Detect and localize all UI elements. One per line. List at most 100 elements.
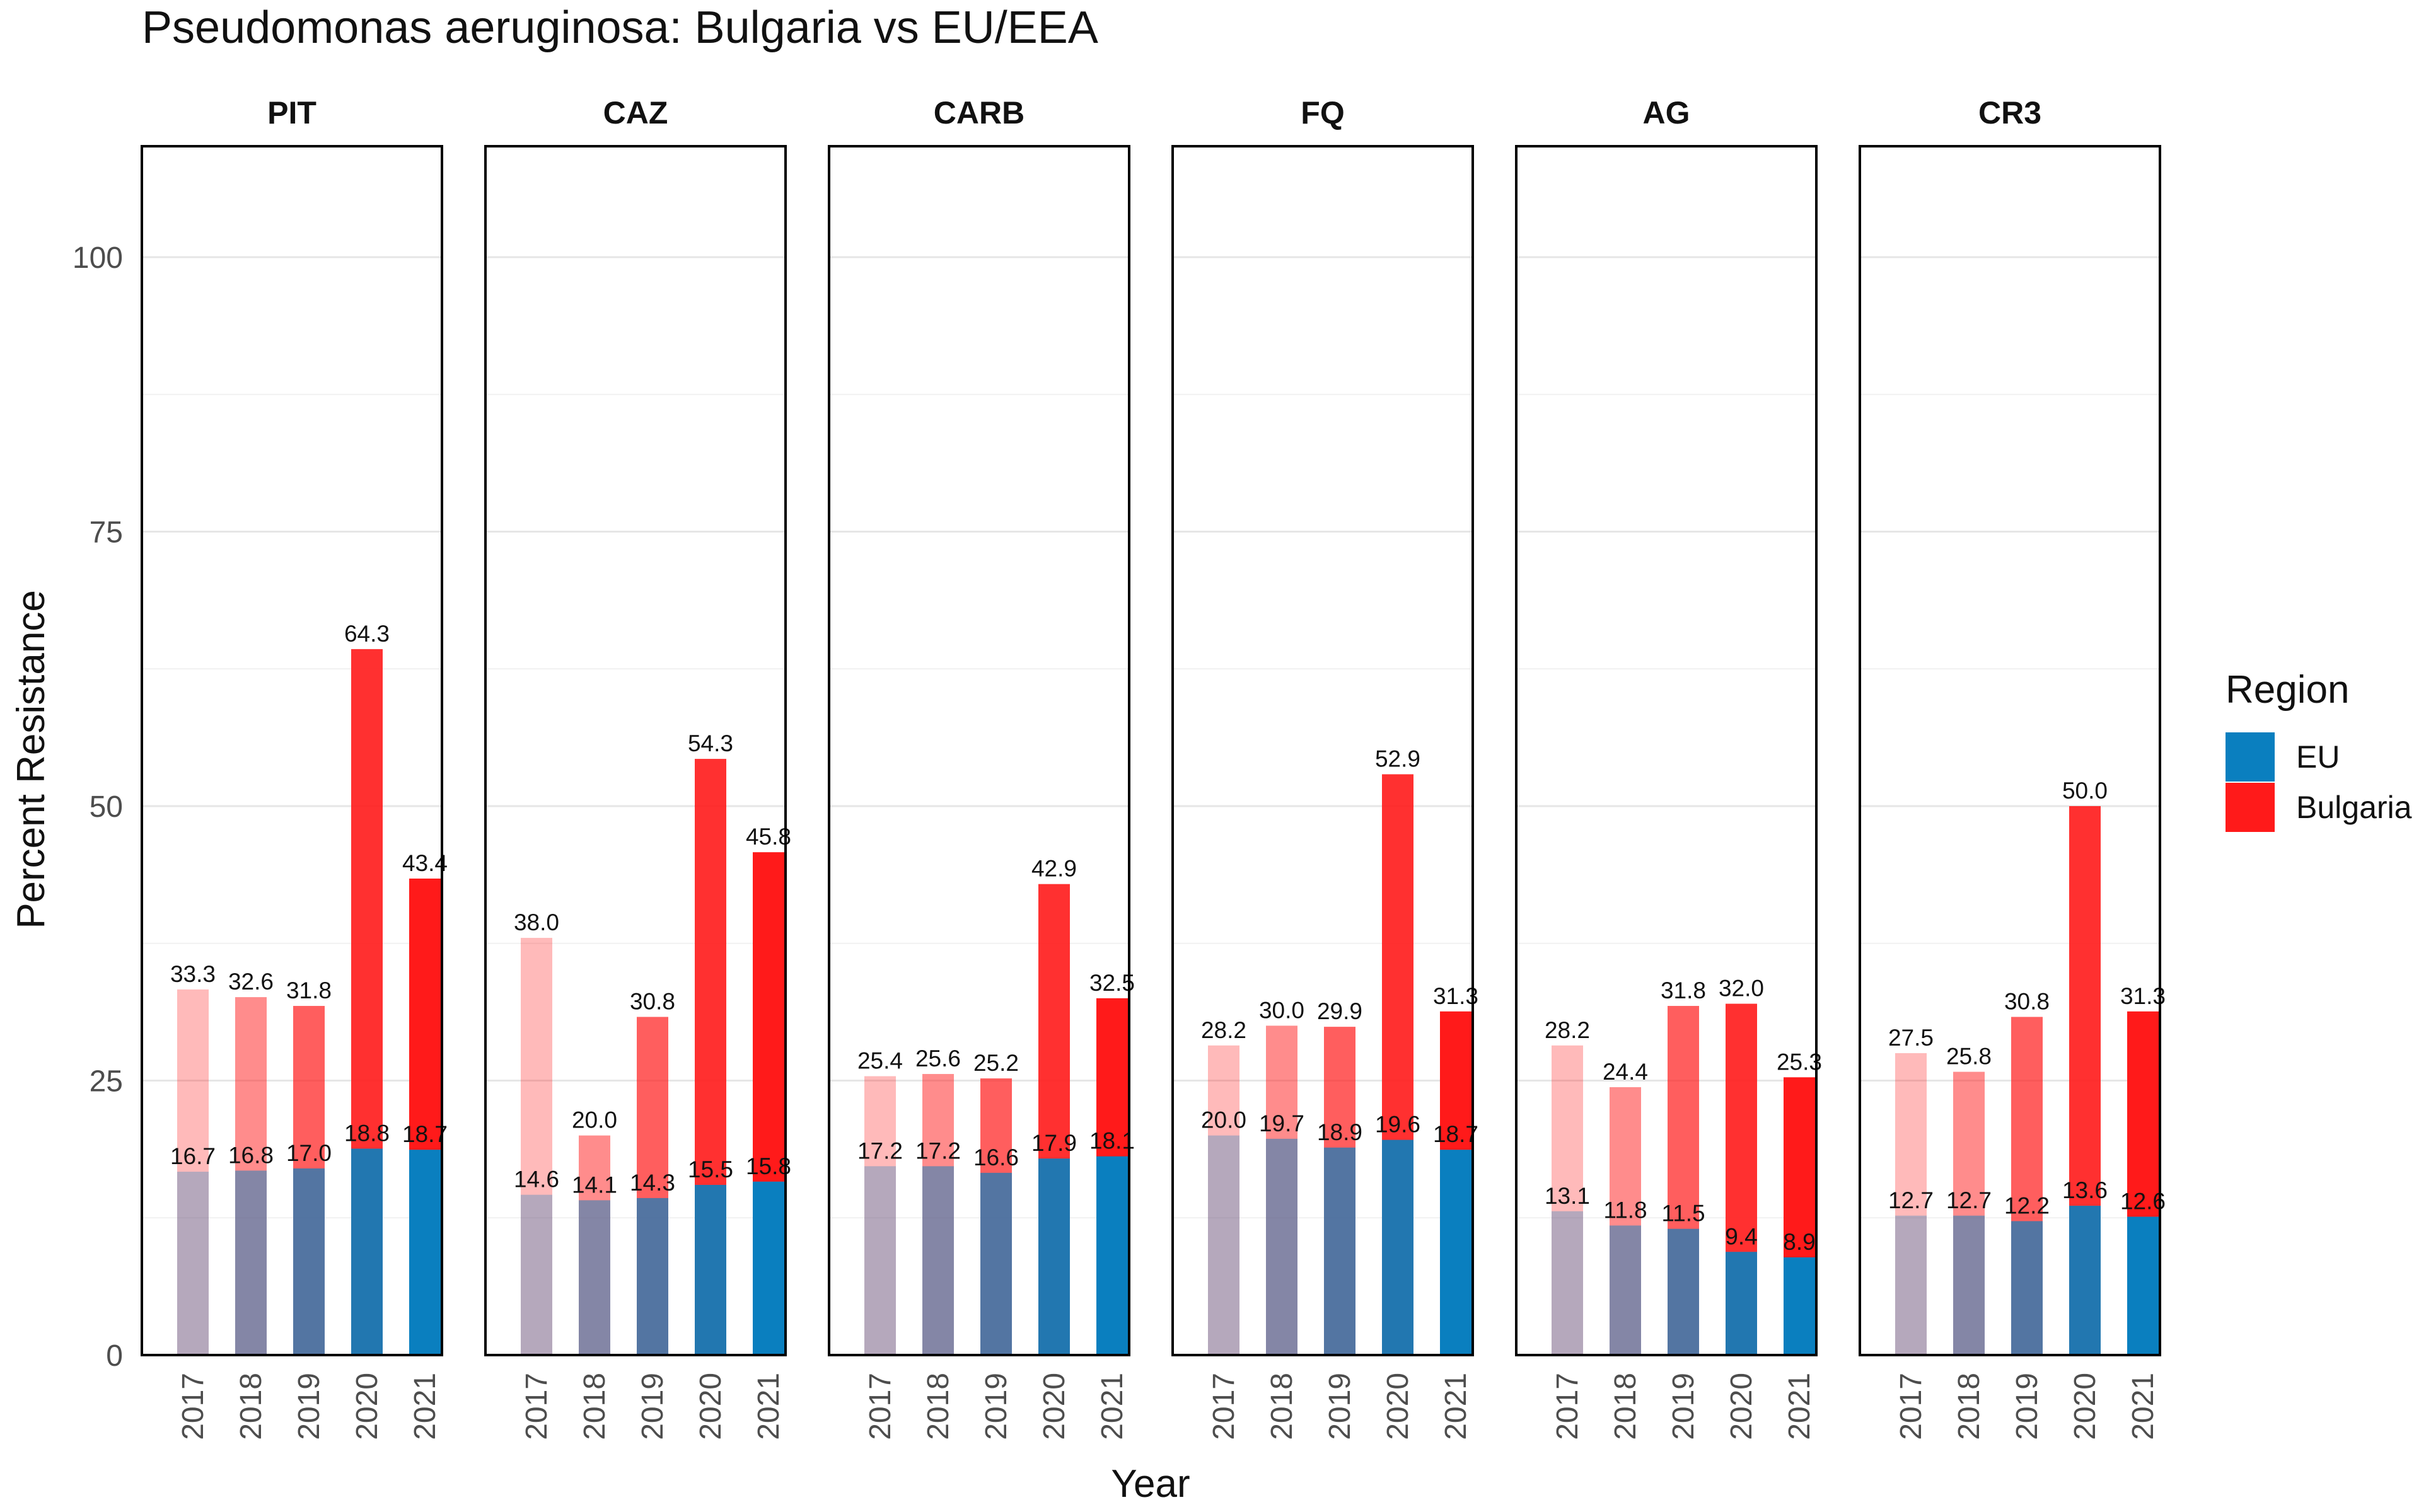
bar-bulgaria-pit-2017	[177, 989, 209, 1355]
facet-title: CARB	[934, 95, 1024, 130]
data-label-eu: 14.1	[572, 1172, 617, 1197]
facet-title: CAZ	[603, 95, 668, 130]
y-tick-label: 25	[90, 1065, 123, 1099]
data-label-bulgaria: 25.4	[857, 1048, 903, 1074]
data-label-bulgaria: 28.2	[1545, 1017, 1590, 1043]
data-label-eu: 8.9	[1783, 1229, 1815, 1255]
x-tick-label: 2018	[1265, 1373, 1299, 1440]
bar-eu-cr3-2020	[2069, 1206, 2101, 1355]
bar-eu-fq-2021	[1440, 1150, 1471, 1355]
bar-eu-pit-2019	[293, 1168, 325, 1355]
bar-eu-caz-2018	[579, 1200, 610, 1355]
bar-eu-pit-2020	[351, 1148, 383, 1355]
facet-caz: CAZ 38.0 14.6 2017 20.0 14.1 2018 30.8 14.3 2019 5…	[484, 95, 791, 1440]
facet-carb: CARB 25.4 17.2 2017 25.6 17.2 2018 25.2 16.6 2019…	[828, 95, 1135, 1440]
data-label-bulgaria: 27.5	[1888, 1025, 1934, 1051]
x-tick-label: 2018	[922, 1373, 955, 1440]
data-label-eu: 19.6	[1375, 1112, 1420, 1138]
bar-eu-carb-2020	[1038, 1158, 1070, 1355]
facet-title: FQ	[1301, 95, 1344, 130]
x-tick-label: 2019	[1323, 1373, 1357, 1440]
data-label-bulgaria: 31.8	[286, 978, 332, 1003]
data-label-bulgaria: 50.0	[2062, 778, 2108, 804]
data-label-eu: 12.7	[1888, 1187, 1934, 1213]
panel-border	[484, 145, 787, 1356]
data-label-bulgaria: 25.6	[915, 1046, 961, 1071]
bar-eu-cr3-2019	[2011, 1221, 2043, 1355]
data-label-bulgaria: 29.9	[1317, 998, 1362, 1024]
data-label-eu: 13.6	[2062, 1177, 2108, 1203]
bar-eu-cr3-2017	[1895, 1215, 1927, 1355]
legend: Region EU Bulgaria	[2226, 668, 2412, 832]
panel-border	[1515, 145, 1818, 1356]
bar-bulgaria-ag-2017	[1552, 1045, 1583, 1355]
data-label-eu: 18.9	[1317, 1119, 1362, 1145]
legend-swatch-bulgaria	[2226, 783, 2275, 832]
y-tick-label: 100	[73, 241, 123, 275]
bar-eu-caz-2020	[695, 1184, 726, 1355]
data-label-bulgaria: 30.8	[630, 988, 675, 1014]
bar-eu-ag-2018	[1610, 1225, 1641, 1355]
data-label-eu: 16.6	[973, 1145, 1019, 1170]
bar-eu-cr3-2021	[2127, 1216, 2159, 1355]
panel-border	[828, 145, 1130, 1356]
data-label-bulgaria: 42.9	[1031, 856, 1077, 882]
x-tick-label: 2021	[409, 1373, 442, 1440]
data-label-eu: 17.2	[857, 1138, 903, 1163]
x-tick-label: 2017	[864, 1373, 897, 1440]
data-label-eu: 12.6	[2120, 1189, 2166, 1215]
data-label-bulgaria: 24.4	[1603, 1059, 1648, 1085]
x-tick-label: 2020	[694, 1373, 728, 1440]
data-label-eu: 18.7	[1433, 1121, 1478, 1147]
data-label-eu: 18.1	[1089, 1128, 1135, 1154]
bar-eu-ag-2017	[1552, 1211, 1583, 1355]
bar-eu-carb-2018	[922, 1166, 954, 1355]
x-tick-label: 2018	[1609, 1373, 1642, 1440]
data-label-eu: 12.7	[1946, 1187, 1992, 1213]
data-label-bulgaria: 31.8	[1661, 978, 1706, 1003]
data-label-bulgaria: 64.3	[344, 621, 390, 647]
panel-border	[1859, 145, 2161, 1356]
bar-eu-caz-2021	[753, 1181, 784, 1355]
x-tick-label: 2020	[351, 1373, 384, 1440]
data-label-eu: 17.2	[915, 1138, 961, 1163]
bar-eu-caz-2019	[637, 1197, 668, 1355]
chart-title: Pseudomonas aeruginosa: Bulgaria vs EU/E…	[142, 3, 1098, 53]
x-tick-label: 2021	[752, 1373, 786, 1440]
bar-eu-pit-2017	[177, 1172, 209, 1355]
bar-eu-ag-2021	[1784, 1257, 1815, 1355]
bar-eu-fq-2018	[1266, 1138, 1297, 1355]
bar-bulgaria-fq-2017	[1208, 1045, 1239, 1355]
data-label-eu: 13.1	[1545, 1183, 1590, 1209]
data-label-bulgaria: 30.8	[2004, 988, 2050, 1014]
data-label-bulgaria: 31.3	[1433, 983, 1478, 1009]
x-tick-label: 2017	[1895, 1373, 1928, 1440]
data-label-eu: 11.8	[1603, 1197, 1647, 1223]
bar-eu-ag-2019	[1668, 1228, 1699, 1355]
data-label-eu: 16.7	[170, 1143, 216, 1169]
data-label-bulgaria: 28.2	[1201, 1017, 1246, 1043]
x-tick-label: 2017	[177, 1373, 210, 1440]
x-axis-label: Year	[1111, 1462, 1190, 1506]
panel-border	[1171, 145, 1474, 1356]
data-label-bulgaria: 25.8	[1946, 1044, 1992, 1070]
data-label-bulgaria: 25.2	[973, 1050, 1019, 1076]
x-tick-label: 2020	[1381, 1373, 1415, 1440]
data-label-eu: 20.0	[1201, 1107, 1246, 1133]
data-label-bulgaria: 32.6	[228, 969, 274, 995]
x-tick-label: 2019	[1667, 1373, 1700, 1440]
x-tick-label: 2021	[1439, 1373, 1473, 1440]
x-tick-label: 2019	[636, 1373, 670, 1440]
x-tick-label: 2019	[2011, 1373, 2044, 1440]
legend-swatch-eu	[2226, 732, 2275, 782]
bar-eu-carb-2019	[980, 1172, 1012, 1355]
y-axis-ticks: 0 25 50 75 100	[73, 241, 123, 1373]
bar-eu-fq-2020	[1382, 1140, 1413, 1355]
data-label-bulgaria: 32.5	[1089, 970, 1135, 996]
facet-title: PIT	[267, 95, 316, 130]
bar-eu-fq-2017	[1208, 1135, 1239, 1355]
data-label-eu: 9.4	[1725, 1223, 1757, 1249]
data-label-eu: 14.3	[630, 1170, 675, 1196]
x-tick-label: 2018	[578, 1373, 612, 1440]
